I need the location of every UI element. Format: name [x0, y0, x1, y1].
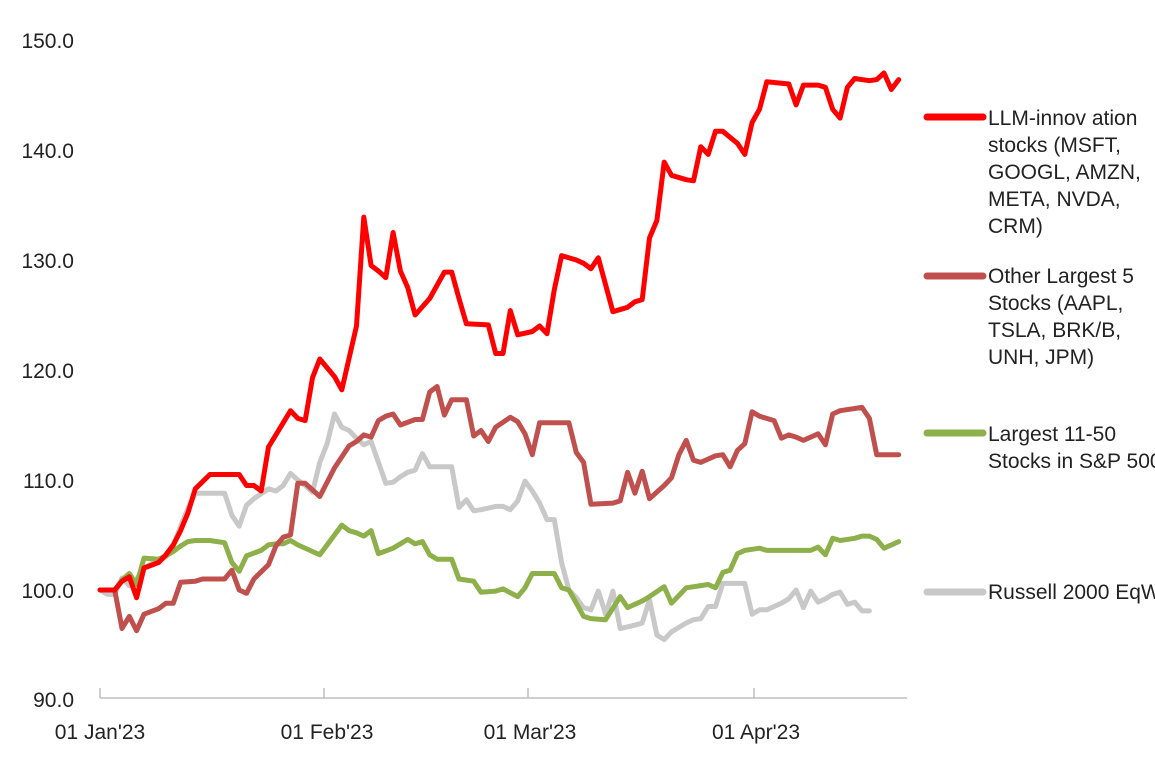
- other-largest-5-series-line: [97, 384, 902, 634]
- y-tick-label: 150.0: [21, 30, 74, 53]
- y-tick-label: 110.0: [23, 470, 74, 493]
- llm-innovation-series-line: [97, 70, 902, 601]
- legend-label: Stocks in S&P 500: [988, 450, 1155, 473]
- y-tick-label: 130.0: [21, 250, 74, 273]
- x-tick-label: 01 Mar'23: [484, 721, 577, 744]
- x-tick-label: 01 Apr'23: [712, 721, 800, 744]
- legend-item-largest-11-50: Largest 11-50 Stocks in S&P 500: [923, 423, 1155, 473]
- legend-label: Largest 11-50: [988, 423, 1116, 446]
- y-tick-label: 100.0: [21, 580, 74, 603]
- legend-label: stocks (MSFT,: [988, 134, 1121, 157]
- legend-label: GOOGL, AMZN,: [988, 161, 1141, 184]
- legend-item-other-largest-5: Other Largest 5 Stocks (AAPL, TSLA, BRK/…: [923, 265, 1134, 369]
- legend-label: Russell 2000 EqW: [988, 581, 1155, 604]
- legend-label: UNH, JPM): [988, 346, 1094, 369]
- russell-2000-eqw-series-line: [97, 411, 872, 642]
- y-tick-label: 120.0: [21, 360, 74, 383]
- legend-label: Other Largest 5: [988, 265, 1134, 288]
- largest-11-50-series-line: [97, 522, 902, 623]
- y-tick-label: 140.0: [21, 140, 74, 163]
- legend: LLM-innov ation stocks (MSFT, GOOGL, AMZ…: [923, 107, 1155, 604]
- x-tick-label: 01 Feb'23: [281, 721, 374, 744]
- x-axis: 01 Jan'23 01 Feb'23 01 Mar'23 01 Apr'23: [55, 688, 907, 744]
- legend-label: Stocks (AAPL,: [988, 292, 1123, 315]
- series-layer: [97, 70, 902, 642]
- x-tick-label: 01 Jan'23: [55, 721, 145, 744]
- legend-label: META, NVDA,: [988, 188, 1121, 211]
- legend-item-russell-2000: Russell 2000 EqW: [923, 581, 1155, 604]
- y-axis: 150.0 140.0 130.0 120.0 110.0 100.0 90.0: [21, 30, 74, 712]
- legend-item-llm-innovation: LLM-innov ation stocks (MSFT, GOOGL, AMZ…: [923, 107, 1141, 238]
- legend-label: LLM-innov ation: [988, 107, 1137, 130]
- legend-label: CRM): [988, 215, 1043, 238]
- legend-label: TSLA, BRK/B,: [988, 319, 1121, 342]
- y-tick-label: 90.0: [33, 689, 74, 712]
